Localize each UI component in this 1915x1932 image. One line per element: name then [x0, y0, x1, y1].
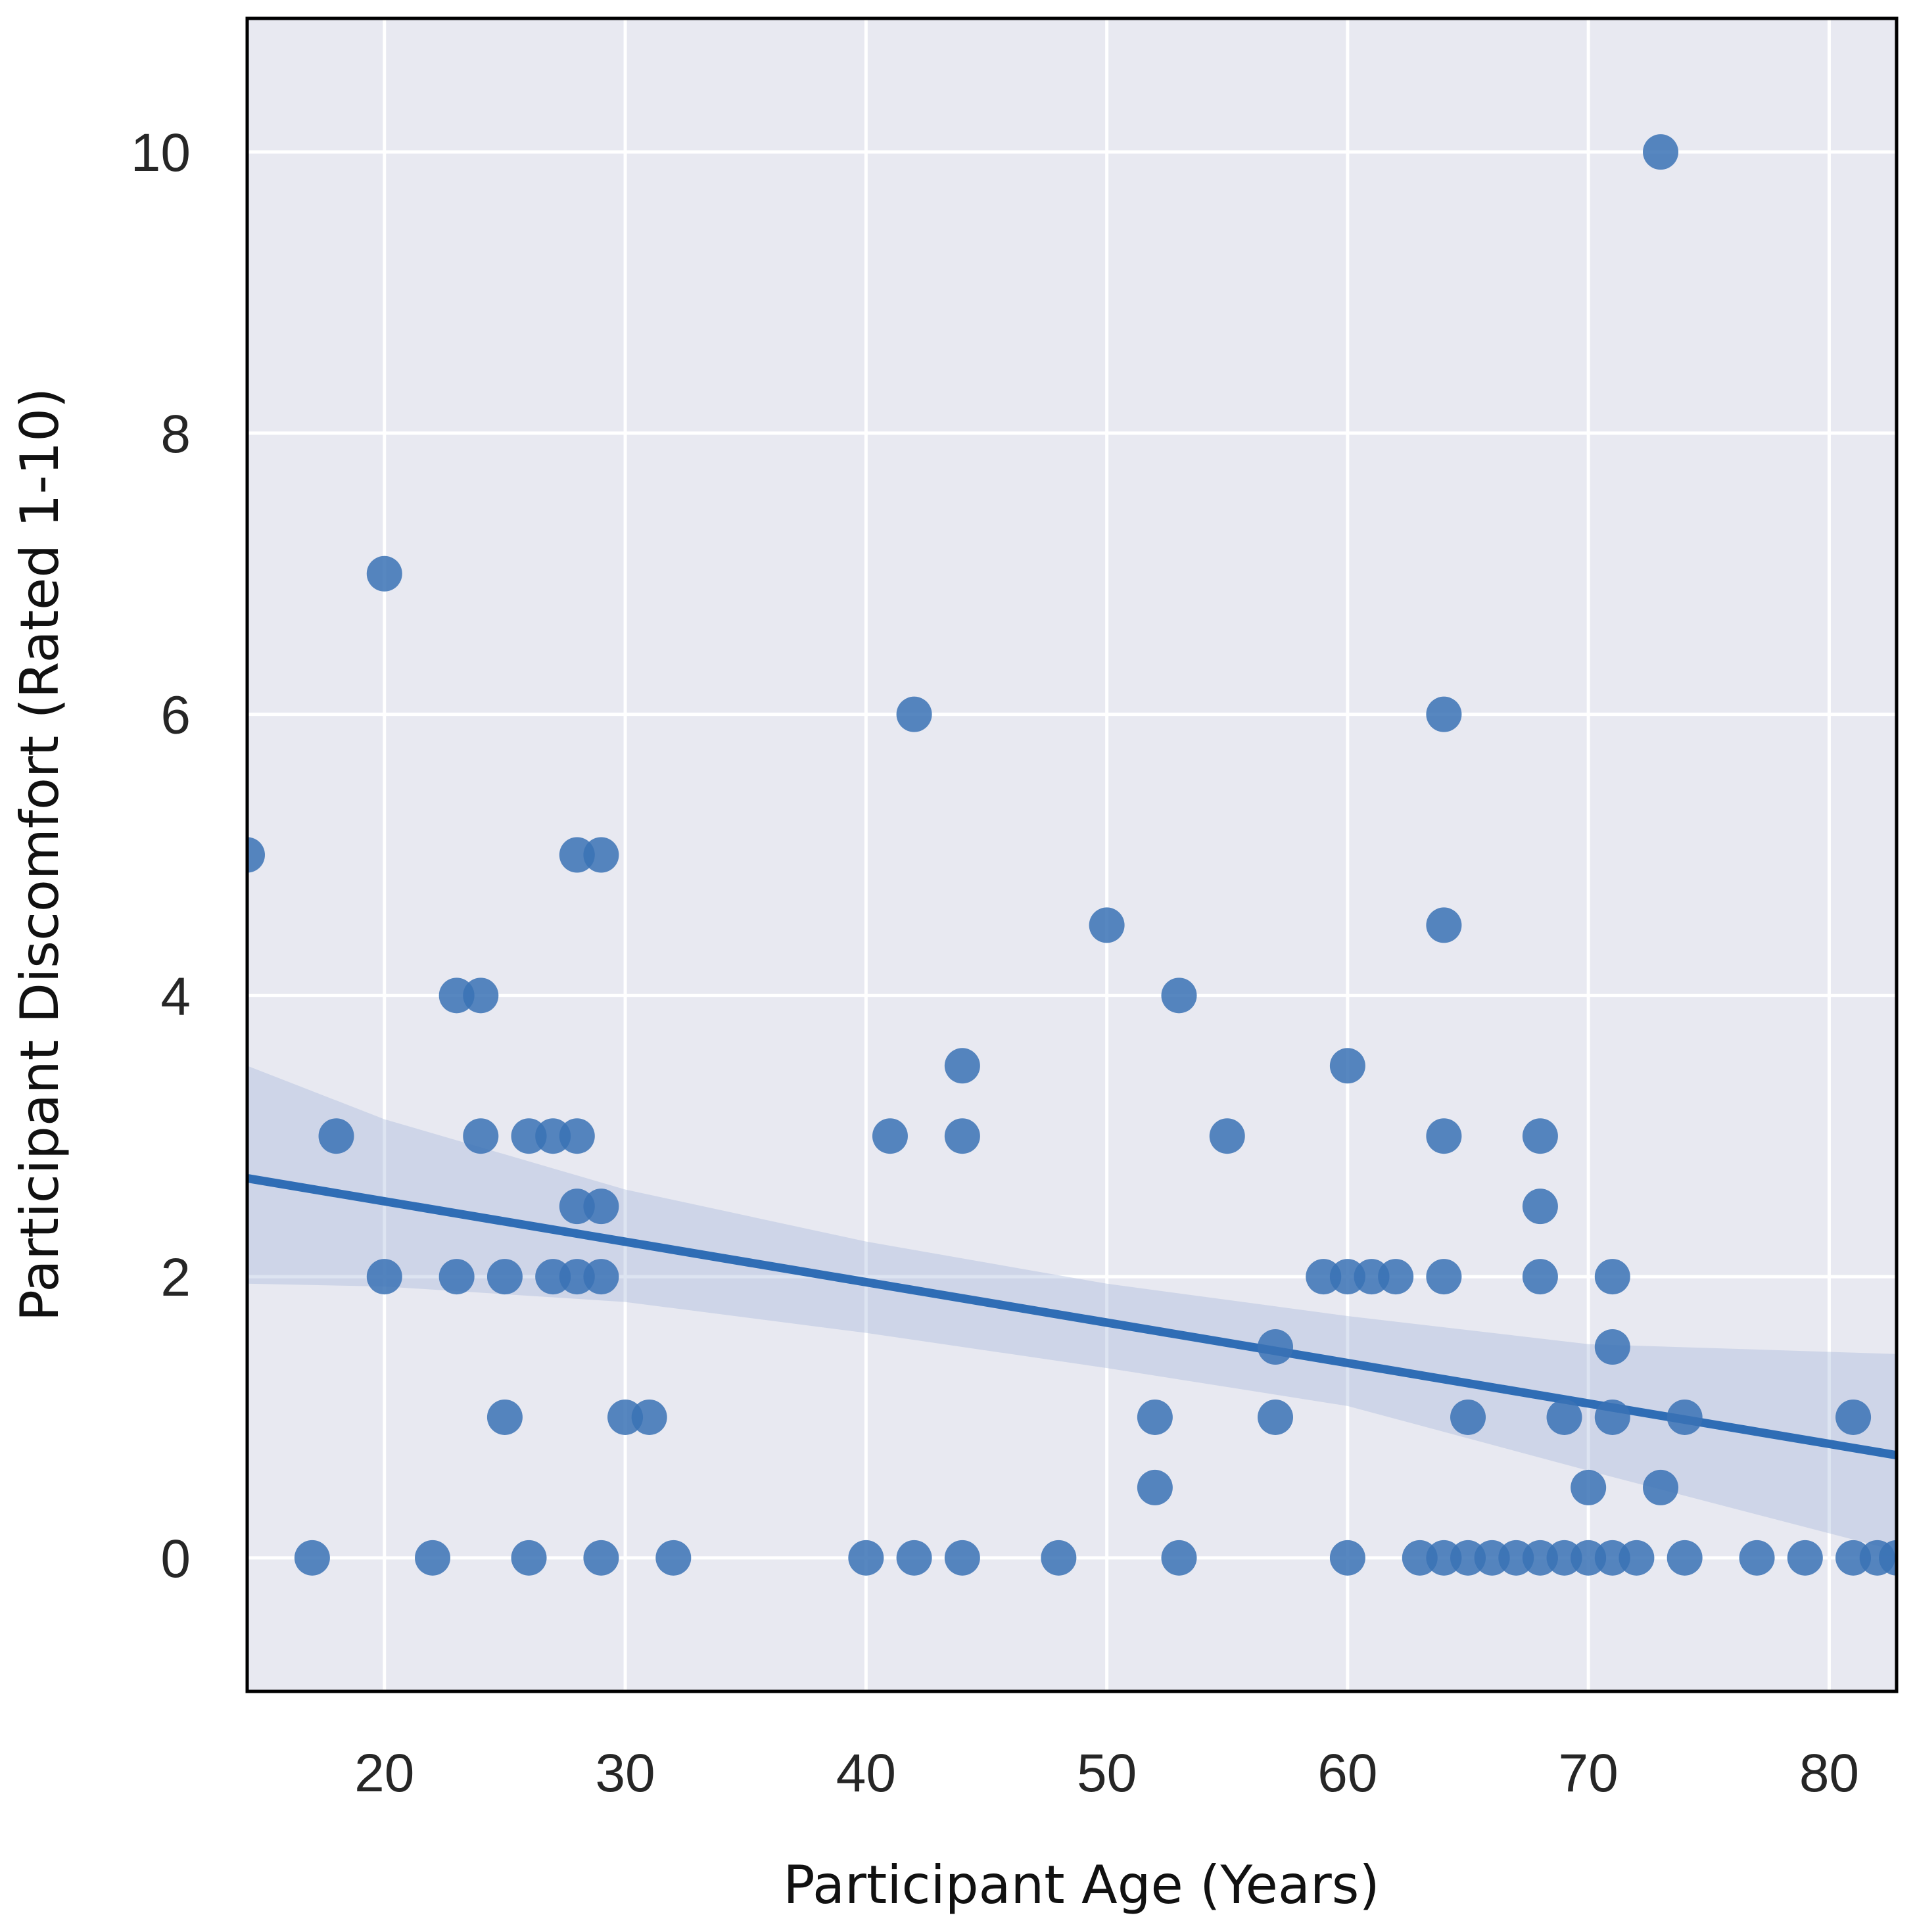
- data-point: [559, 1118, 595, 1154]
- y-tick-label: 10: [131, 123, 191, 183]
- y-tick-label: 4: [160, 966, 191, 1026]
- data-point: [1209, 1118, 1245, 1154]
- data-point: [1258, 1399, 1294, 1435]
- data-point: [1426, 1118, 1462, 1154]
- data-point: [318, 1118, 354, 1154]
- x-tick-label: 70: [1559, 1743, 1619, 1803]
- data-point: [247, 837, 265, 873]
- data-point: [1571, 1469, 1607, 1505]
- data-point: [1258, 1329, 1294, 1365]
- data-point: [631, 1399, 667, 1435]
- x-tick-label: 60: [1317, 1743, 1377, 1803]
- data-point: [1137, 1399, 1173, 1435]
- data-points: [247, 134, 1897, 1576]
- data-point: [366, 1259, 402, 1295]
- data-point: [1426, 696, 1462, 732]
- data-point: [583, 1189, 619, 1225]
- data-point: [486, 1259, 523, 1295]
- data-point: [655, 1540, 692, 1576]
- data-point: [1522, 1118, 1558, 1154]
- data-point: [1619, 1540, 1655, 1576]
- data-point: [1522, 1189, 1558, 1225]
- data-point: [1522, 1259, 1558, 1295]
- data-point: [1643, 1469, 1679, 1505]
- data-point: [1329, 1540, 1365, 1576]
- data-point: [583, 1540, 619, 1576]
- data-point: [1378, 1259, 1414, 1295]
- data-point: [463, 1118, 499, 1154]
- data-point: [486, 1399, 523, 1435]
- data-point: [896, 696, 932, 732]
- data-point: [1450, 1399, 1486, 1435]
- data-point: [1667, 1540, 1703, 1576]
- plot-frame: [245, 16, 1899, 1693]
- data-point: [415, 1540, 451, 1576]
- x-tick-label: 50: [1077, 1743, 1137, 1803]
- data-point: [1137, 1469, 1173, 1505]
- y-tick-label: 0: [160, 1529, 191, 1589]
- x-tick-labels: 20 30 40 50 60 70 80: [354, 1743, 1859, 1803]
- data-point: [1879, 1540, 1897, 1576]
- data-point: [944, 1048, 980, 1084]
- data-point: [896, 1540, 932, 1576]
- data-point: [944, 1118, 980, 1154]
- data-point: [463, 978, 499, 1014]
- y-tick-label: 8: [160, 404, 191, 464]
- data-point: [944, 1540, 980, 1576]
- data-point: [1161, 1540, 1197, 1576]
- data-point: [583, 1259, 619, 1295]
- y-tick-labels: 0 2 4 6 8 10: [131, 123, 191, 1589]
- data-point: [1594, 1399, 1630, 1435]
- data-point: [1041, 1540, 1077, 1576]
- data-point: [1835, 1399, 1872, 1435]
- data-point: [583, 837, 619, 873]
- confidence-band-layer: [247, 1066, 1897, 1551]
- data-point: [1667, 1399, 1703, 1435]
- data-point: [848, 1540, 884, 1576]
- data-point: [1787, 1540, 1823, 1576]
- data-point: [1089, 907, 1125, 943]
- x-axis-label: Participant Age (Years): [783, 1854, 1379, 1916]
- data-point: [1426, 1259, 1462, 1295]
- data-point: [872, 1118, 908, 1154]
- data-point: [1739, 1540, 1775, 1576]
- data-point: [1426, 907, 1462, 943]
- data-point: [1643, 134, 1679, 170]
- data-point: [366, 555, 402, 592]
- x-tick-label: 40: [836, 1743, 896, 1803]
- data-point: [1546, 1399, 1582, 1435]
- confidence-band: [247, 1066, 1897, 1551]
- data-point: [438, 1259, 475, 1295]
- y-tick-label: 2: [160, 1248, 191, 1308]
- data-point: [1594, 1259, 1630, 1295]
- x-tick-label: 30: [595, 1743, 655, 1803]
- y-axis-label: Participant Discomfort (Rated 1-10): [9, 388, 70, 1321]
- x-tick-label: 80: [1799, 1743, 1859, 1803]
- data-point: [294, 1540, 330, 1576]
- data-point: [1161, 978, 1197, 1014]
- x-tick-label: 20: [354, 1743, 414, 1803]
- data-point: [1329, 1048, 1365, 1084]
- data-point: [511, 1540, 547, 1576]
- data-point: [1594, 1329, 1630, 1365]
- y-tick-label: 6: [160, 686, 191, 745]
